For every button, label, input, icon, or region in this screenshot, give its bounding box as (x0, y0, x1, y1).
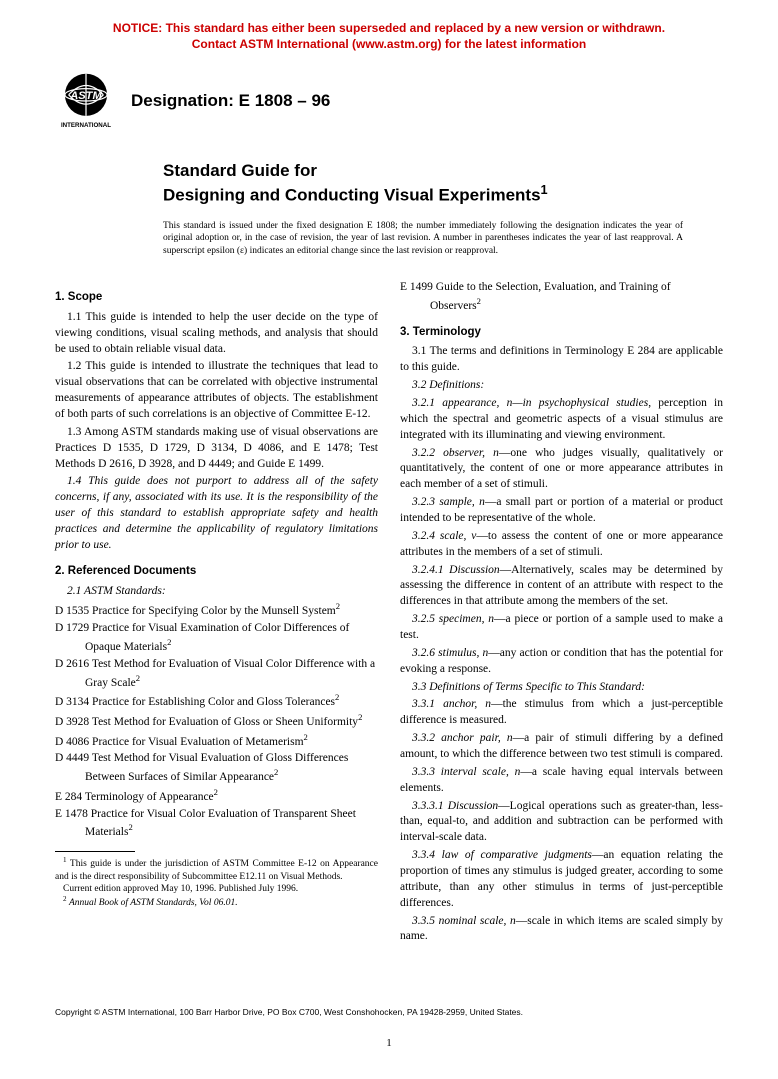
astm-logo: ASTM INTERNATIONAL (55, 70, 117, 132)
term-3-2-4: 3.2.4 scale, v—to assess the content of … (400, 529, 723, 561)
page-number: 1 (55, 1037, 723, 1049)
term-3-3: 3.3 Definitions of Terms Specific to Thi… (400, 680, 723, 696)
footnotes: 1 This guide is under the jurisdiction o… (55, 856, 378, 910)
ref-d3134: D 3134 Practice for Establishing Color a… (55, 692, 378, 711)
notice-line2: Contact ASTM International (www.astm.org… (192, 37, 586, 51)
ref-d1535: D 1535 Practice for Specifying Color by … (55, 601, 378, 620)
issue-note: This standard is issued under the fixed … (163, 220, 683, 258)
term-3-2-6: 3.2.6 stimulus, n—any action or conditio… (400, 646, 723, 678)
copyright: Copyright © ASTM International, 100 Barr… (55, 1007, 723, 1017)
term-3-2: 3.2 Definitions: (400, 378, 723, 394)
term-3-3-3: 3.3.3 interval scale, n—a scale having e… (400, 765, 723, 797)
document-page: NOTICE: This standard has either been su… (0, 0, 778, 1079)
notice-line1: NOTICE: This standard has either been su… (113, 21, 665, 35)
body-columns: 1. Scope 1.1 This guide is intended to h… (55, 280, 723, 947)
left-column: 1. Scope 1.1 This guide is intended to h… (55, 280, 378, 947)
term-3-2-5: 3.2.5 specimen, n—a piece or portion of … (400, 612, 723, 644)
scope-1-4: 1.4 This guide does not purport to addre… (55, 474, 378, 553)
term-3-2-3: 3.2.3 sample, n—a small part or portion … (400, 495, 723, 527)
scope-1-1: 1.1 This guide is intended to help the u… (55, 310, 378, 358)
header-row: ASTM INTERNATIONAL Designation: E 1808 –… (55, 70, 723, 132)
title-sup: 1 (541, 182, 548, 197)
title-pre: Standard Guide for (163, 160, 723, 181)
refdocs-head: 2. Referenced Documents (55, 564, 378, 580)
right-column: E 1499 Guide to the Selection, Evaluatio… (400, 280, 723, 947)
term-3-3-1: 3.3.1 anchor, n—the stimulus from which … (400, 697, 723, 729)
footnote-1: This guide is under the jurisdiction of … (55, 859, 378, 881)
ref-d4086: D 4086 Practice for Visual Evaluation of… (55, 732, 378, 751)
ref-e284: E 284 Terminology of Appearance2 (55, 787, 378, 806)
scope-1-2: 1.2 This guide is intended to illustrate… (55, 359, 378, 422)
terminology-head: 3. Terminology (400, 325, 723, 341)
title-block: Standard Guide for Designing and Conduct… (163, 160, 723, 205)
term-3-2-4-1: 3.2.4.1 Discussion—Alternatively, scales… (400, 563, 723, 611)
footnote-rule (55, 851, 135, 852)
term-3-3-2: 3.3.2 anchor pair, n—a pair of stimuli d… (400, 731, 723, 763)
term-3-3-5: 3.3.5 nominal scale, n—scale in which it… (400, 914, 723, 946)
svg-text:ASTM: ASTM (69, 91, 102, 103)
term-3-1: 3.1 The terms and definitions in Termino… (400, 344, 723, 376)
term-3-3-3-1: 3.3.3.1 Discussion—Logical operations su… (400, 799, 723, 847)
term-3-3-4: 3.3.4 law of comparative judgments—an eq… (400, 848, 723, 911)
term-3-2-2: 3.2.2 observer, n—one who judges visuall… (400, 446, 723, 494)
svg-text:INTERNATIONAL: INTERNATIONAL (61, 122, 111, 129)
notice-banner: NOTICE: This standard has either been su… (55, 20, 723, 52)
footnote-1b: Current edition approved May 10, 1996. P… (55, 883, 378, 895)
title-main: Designing and Conducting Visual Experime… (163, 182, 723, 206)
ref-d3928: D 3928 Test Method for Evaluation of Glo… (55, 712, 378, 731)
title-main-text: Designing and Conducting Visual Experime… (163, 185, 541, 204)
term-3-2-1: 3.2.1 appearance, n—in psychophysical st… (400, 396, 723, 444)
ref-e1499: E 1499 Guide to the Selection, Evaluatio… (400, 280, 723, 315)
refdocs-sub: 2.1 ASTM Standards: (55, 584, 378, 600)
designation: Designation: E 1808 – 96 (131, 91, 330, 111)
ref-d2616: D 2616 Test Method for Evaluation of Vis… (55, 657, 378, 692)
ref-d1729: D 1729 Practice for Visual Examination o… (55, 621, 378, 656)
scope-1-3: 1.3 Among ASTM standards making use of v… (55, 425, 378, 473)
footnote-2: Annual Book of ASTM Standards, Vol 06.01… (69, 898, 238, 908)
ref-d4449: D 4449 Test Method for Visual Evaluation… (55, 751, 378, 786)
ref-e1478: E 1478 Practice for Visual Color Evaluat… (55, 807, 378, 842)
scope-head: 1. Scope (55, 290, 378, 306)
